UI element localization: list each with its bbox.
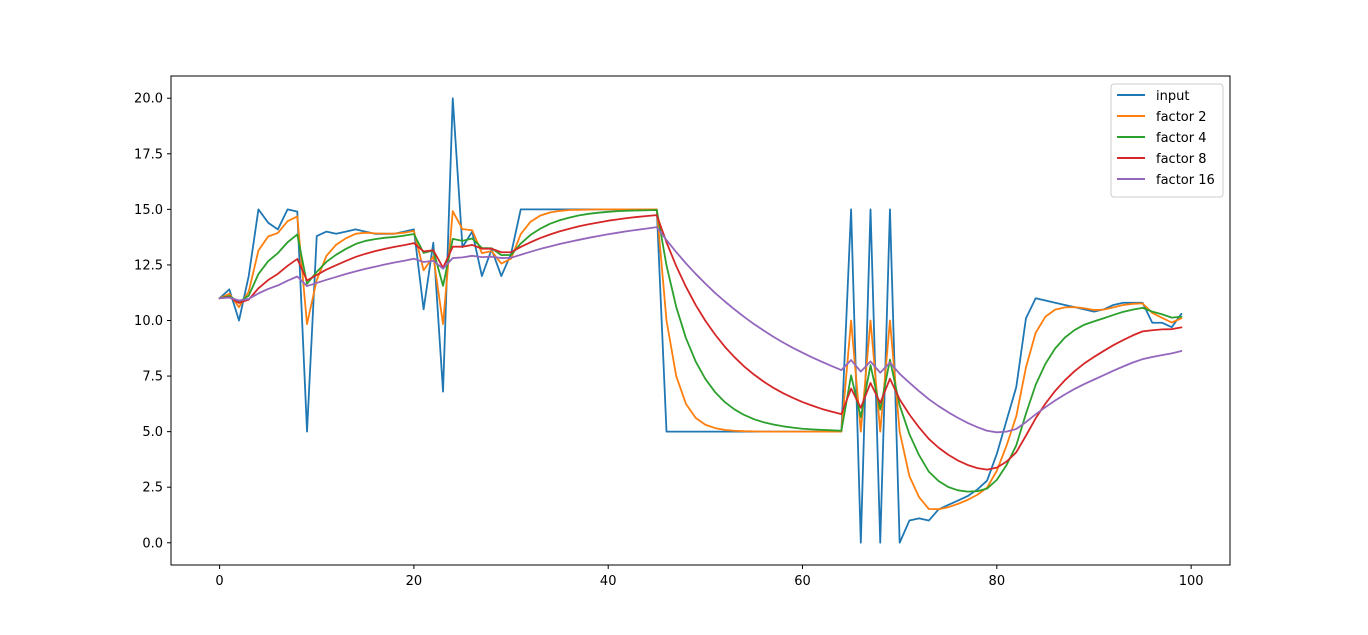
x-tick-label: 100 [1179, 574, 1204, 589]
plot-area [171, 76, 1230, 565]
legend-label: input [1156, 89, 1189, 104]
y-tick-label: 0.0 [142, 536, 163, 551]
series-layer [218, 97, 1183, 544]
x-tick-label: 20 [406, 574, 423, 589]
series-line-factor-8 [218, 214, 1183, 471]
y-tick-label: 17.5 [134, 147, 163, 162]
x-tick-label: 40 [600, 574, 617, 589]
series-line-factor-4 [218, 209, 1183, 493]
legend: input factor 2 factor 4 factor 8 factor 16 [1110, 83, 1224, 198]
y-tick-label: 5.0 [142, 425, 163, 440]
legend-box [1110, 83, 1224, 198]
axes-layer: 0 20 40 60 80 100 0.0 2.5 5.0 7.5 10.0 12.5 15.0 17.5… [134, 92, 1204, 589]
legend-label: factor 16 [1156, 173, 1215, 188]
x-tick-label: 60 [794, 574, 811, 589]
y-tick-label: 10.0 [134, 314, 163, 329]
legend-label: factor 4 [1156, 131, 1207, 146]
x-tick-label: 0 [215, 574, 223, 589]
x-tick-label: 80 [989, 574, 1006, 589]
legend-label: factor 8 [1156, 152, 1207, 167]
y-tick-label: 7.5 [142, 370, 163, 385]
y-tick-label: 15.0 [134, 203, 163, 218]
y-tick-label: 20.0 [134, 92, 163, 107]
y-tick-label: 12.5 [134, 258, 163, 273]
series-line-factor-16 [218, 226, 1183, 434]
series-line-factor-2 [218, 208, 1183, 511]
y-tick-label: 2.5 [142, 481, 163, 496]
legend-label: factor 2 [1156, 110, 1207, 125]
